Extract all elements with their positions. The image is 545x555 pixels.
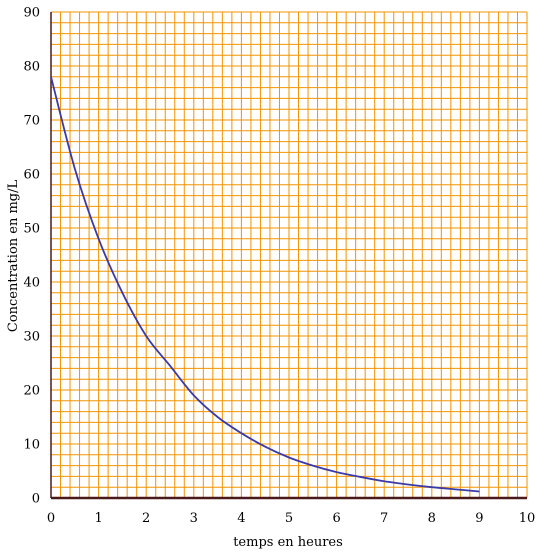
x-tick-label: 7 [380,511,388,526]
x-tick-label: 10 [519,511,536,526]
x-tick-label: 4 [237,511,245,526]
axes [50,12,527,500]
y-tick-label: 0 [32,492,40,507]
concentration-curve [50,76,480,493]
x-tick-label: 3 [190,511,198,526]
y-tick-label: 70 [23,114,40,129]
y-tick-label: 60 [23,168,40,183]
y-tick-label: 10 [23,438,40,453]
x-tick-label: 0 [47,511,55,526]
tick-labels: 0 1 2 3 4 5 6 7 8 9 10 0 10 20 30 40 50 60 70 80 90 [23,6,535,527]
y-tick-label: 90 [23,6,40,21]
data-series [50,76,480,493]
y-axis-title: Concentration en mg/L [6,180,21,333]
x-tick-label: 5 [285,511,293,526]
x-axis-title: temps en heures [233,535,343,550]
y-tick-label: 40 [23,276,40,291]
x-tick-label: 9 [475,511,483,526]
x-tick-label: 8 [428,511,436,526]
y-tick-label: 50 [23,222,40,237]
x-tick-label: 6 [332,511,340,526]
grid [50,11,528,499]
y-tick-label: 20 [23,384,40,399]
x-tick-label: 1 [94,511,102,526]
y-tick-label: 30 [23,330,40,345]
y-tick-label: 80 [23,60,40,75]
x-tick-label: 2 [142,511,150,526]
